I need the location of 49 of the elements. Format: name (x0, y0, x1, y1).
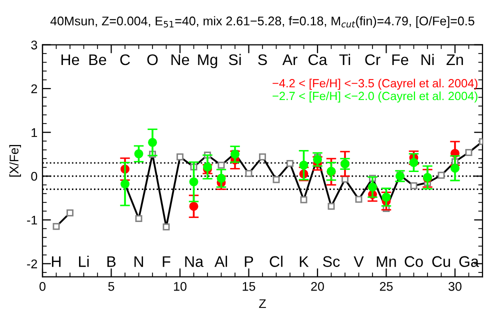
annotation: Al (214, 256, 228, 267)
x-tick-label: 30 (448, 282, 462, 291)
annotation: V (354, 256, 364, 267)
text: −4.2 < [Fe/H] <−3.5 (Cayrel et al. 2004) (272, 78, 478, 90)
x-tick-label: 10 (174, 282, 186, 291)
y-tick-label: -1 (27, 216, 38, 224)
y-tick-label: 1 (32, 128, 38, 137)
x-axis-title: Z (259, 299, 266, 308)
y-axis-title: [X/Fe] (9, 145, 21, 177)
annotation: Mg (198, 54, 218, 68)
annotation: Ni (422, 54, 434, 65)
annotation: H (52, 256, 61, 267)
x-tick-label: 5 (108, 282, 114, 291)
annotation: O (147, 54, 158, 66)
annotation: Co (404, 256, 423, 267)
annotation: Cr (365, 54, 380, 66)
annotation: Si (228, 54, 241, 66)
annotation: S (258, 54, 267, 66)
chart-title: 40Msun, Z=0.004, E$_{51}$=40, mix 2.61−5.28, f=0.18, M$_{cut}$(fin)=4.79, [O/Fe]=0.5 (50, 16, 474, 28)
y-tick-label: -2 (27, 259, 38, 268)
annotation: P (244, 256, 254, 267)
annotation: Ti (339, 54, 350, 65)
annotation: He (61, 54, 80, 66)
annotation: Cu (432, 256, 450, 267)
annotation: Zn (446, 54, 463, 65)
annotation: Na (185, 256, 204, 267)
annotation: Ne (171, 54, 190, 66)
annotation: B (107, 256, 116, 267)
annotation: Ga (459, 256, 479, 267)
x-tick-label: 25 (380, 282, 393, 291)
annotation: Li (79, 256, 89, 267)
annotation: F (162, 256, 170, 267)
annotation: Mn (376, 256, 396, 267)
y-tick-label: 2 (31, 84, 38, 94)
y-tick-label: 0 (31, 172, 38, 181)
annotation: Fe (392, 54, 408, 66)
annotation: Sc (323, 256, 340, 267)
text: −2.7 < [Fe/H] <−2.0 (Cayrel et al. 2004) (272, 92, 478, 103)
annotation: Be (89, 54, 106, 66)
x-tick-label: 20 (311, 282, 324, 291)
annotation: K (300, 256, 309, 267)
y-tick-label: 3 (31, 40, 38, 50)
annotation: Cl (270, 256, 282, 267)
annotation: Ca (308, 54, 328, 66)
x-tick-label: 0 (40, 282, 46, 291)
x-tick-label: 15 (242, 282, 256, 291)
annotation: N (134, 256, 144, 267)
annotation: Ar (282, 54, 298, 65)
annotation: C (120, 54, 130, 66)
